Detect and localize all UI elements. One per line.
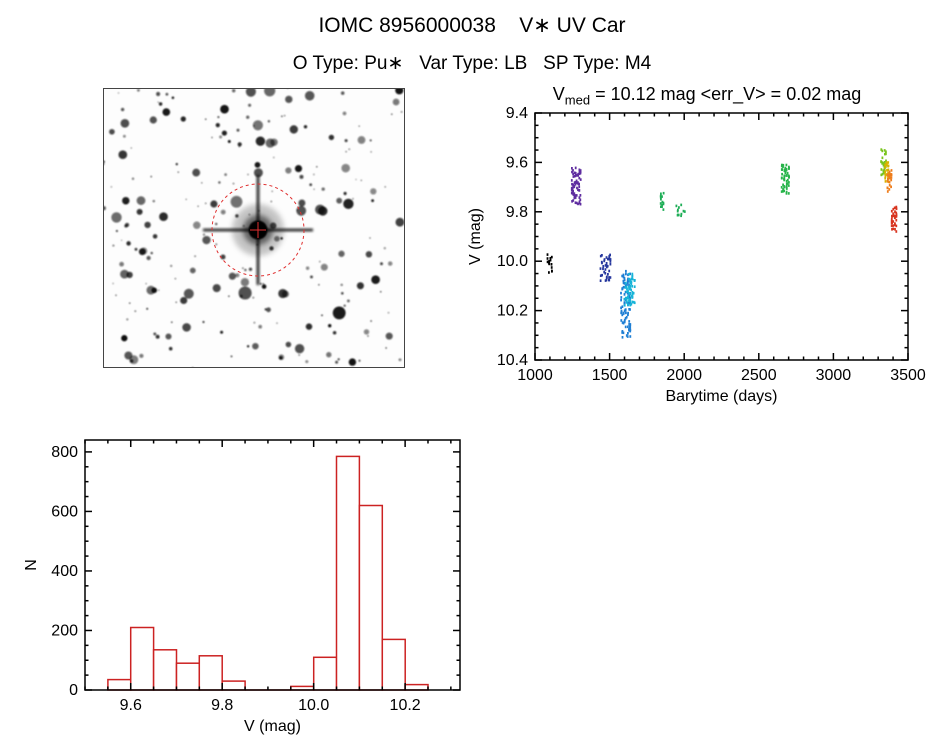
svg-text:10.0: 10.0 — [298, 697, 329, 714]
svg-text:9.4: 9.4 — [506, 105, 528, 122]
histogram-ylabel: N — [23, 559, 40, 571]
svg-text:2500: 2500 — [741, 367, 777, 384]
histogram-chart: 9.6 9.8 10.0 10.2 0 200 400 600 800 V (mag) N — [23, 439, 461, 735]
page-title: IOMC 8956000038 V∗ UV Car — [318, 14, 626, 37]
histogram-bar — [198, 655, 223, 691]
histogram-bar — [335, 455, 361, 691]
page-subtitle: O Type: Pu∗ Var Type: LB SP Type: M4 — [292, 53, 652, 74]
lightcurve-title-rest: = 10.12 mag <err_V> = 0.02 mag — [590, 84, 862, 104]
histogram-tick-labels: 9.6 9.8 10.0 10.2 0 200 400 600 800 — [51, 444, 420, 714]
histogram-bar — [312, 656, 338, 691]
histogram-bar — [129, 626, 155, 691]
svg-text:9.8: 9.8 — [211, 697, 233, 714]
scatter-points-epoch-12 — [890, 205, 898, 233]
svg-text:0: 0 — [69, 682, 78, 699]
lightcurve-title: Vmed = 10.12 mag <err_V> = 0.02 mag — [470, 84, 944, 108]
lightcurve-title-prefix: V — [552, 84, 565, 104]
svg-text:3000: 3000 — [816, 367, 852, 384]
lightcurve-chart: 1000 1500 2000 2500 3000 3500 9.4 9.6 9.8 10.0 10.… — [467, 105, 926, 405]
histogram-axes — [84, 439, 461, 691]
svg-text:9.6: 9.6 — [120, 697, 142, 714]
aperture-circle — [211, 183, 305, 277]
svg-text:3500: 3500 — [890, 367, 926, 384]
svg-text:10.0: 10.0 — [497, 253, 528, 270]
histogram-bar — [221, 680, 246, 691]
scatter-points-epoch-03 — [599, 253, 612, 282]
histogram-bar — [107, 678, 132, 691]
finder-chart-image — [101, 85, 405, 369]
svg-text:400: 400 — [51, 563, 78, 580]
svg-text:9.8: 9.8 — [506, 204, 528, 221]
histogram-bar — [404, 683, 429, 691]
scatter-points-epoch-05 — [623, 272, 636, 307]
scatter-points-epoch-07 — [675, 203, 686, 218]
svg-text:200: 200 — [51, 622, 78, 639]
lightcurve-title-subscript: med — [564, 92, 591, 108]
lightcurve-xlabel: Barytime (days) — [665, 388, 777, 405]
svg-text:2000: 2000 — [666, 367, 702, 384]
histogram-bar — [152, 649, 178, 691]
scatter-points-epoch-08 — [780, 163, 790, 195]
scatter-points-epoch-11 — [886, 169, 893, 193]
star-field — [101, 85, 405, 369]
scatter-points-epoch-01 — [546, 253, 553, 274]
scatter-points-epoch-02 — [570, 166, 582, 206]
svg-text:10.2: 10.2 — [390, 697, 421, 714]
svg-text:1500: 1500 — [592, 367, 628, 384]
histogram-bar — [175, 662, 201, 691]
svg-text:1000: 1000 — [517, 367, 553, 384]
svg-text:600: 600 — [51, 503, 78, 520]
target-cross — [250, 222, 266, 238]
svg-text:800: 800 — [51, 444, 78, 461]
histogram-bars — [107, 455, 429, 691]
histogram-bar — [358, 504, 384, 691]
histogram-bar — [381, 638, 406, 691]
lightcurve-axes — [534, 112, 909, 361]
svg-text:10.2: 10.2 — [497, 303, 528, 320]
finder-chart — [101, 85, 405, 369]
histogram-xlabel: V (mag) — [244, 718, 301, 735]
lightcurve-ylabel: V (mag) — [467, 208, 484, 265]
scatter-points-epoch-06 — [659, 191, 665, 211]
svg-text:9.6: 9.6 — [506, 154, 528, 171]
finder-border — [103, 88, 405, 368]
lightcurve-tick-labels: 1000 1500 2000 2500 3000 3500 9.4 9.6 9.8 10.0 10.… — [497, 105, 926, 384]
svg-text:10.4: 10.4 — [497, 352, 528, 369]
